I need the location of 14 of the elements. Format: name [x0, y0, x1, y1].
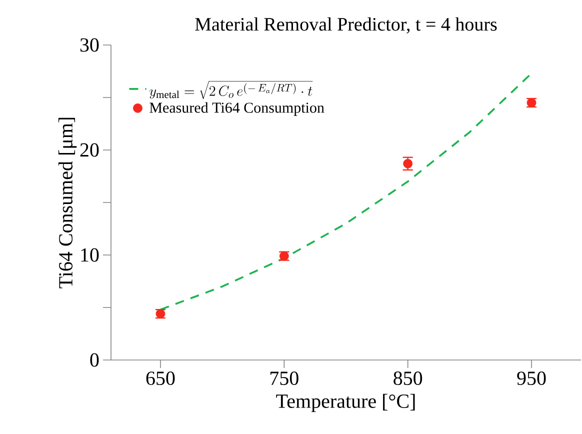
y-tick-label: 0 — [90, 353, 99, 367]
y-axis-title: Ti64 Consumed [μm] — [58, 118, 77, 288]
y-tick-label: 20 — [80, 143, 99, 157]
legend-label: Measured Ti64 Consumption — [150, 102, 324, 116]
y-tick-label: 30 — [80, 38, 99, 52]
y-tick-label: 10 — [81, 248, 99, 262]
x-tick-label: 950 — [517, 372, 546, 386]
x-tick-label: 650 — [146, 372, 175, 386]
chart-title: Material Removal Predictor, t = 4 hours — [195, 17, 497, 34]
legend-label: $y_{\mathrm{metal}} = \sqrt{2\,C_{o}\,e^{(-\,E_{a}/RT)}\cdot t}$ — [150, 81, 313, 100]
x-tick-label: 750 — [270, 372, 298, 386]
x-tick-label: 850 — [394, 372, 422, 386]
x-axis-title: Temperature [°C] — [276, 394, 415, 412]
point — [403, 158, 413, 168]
